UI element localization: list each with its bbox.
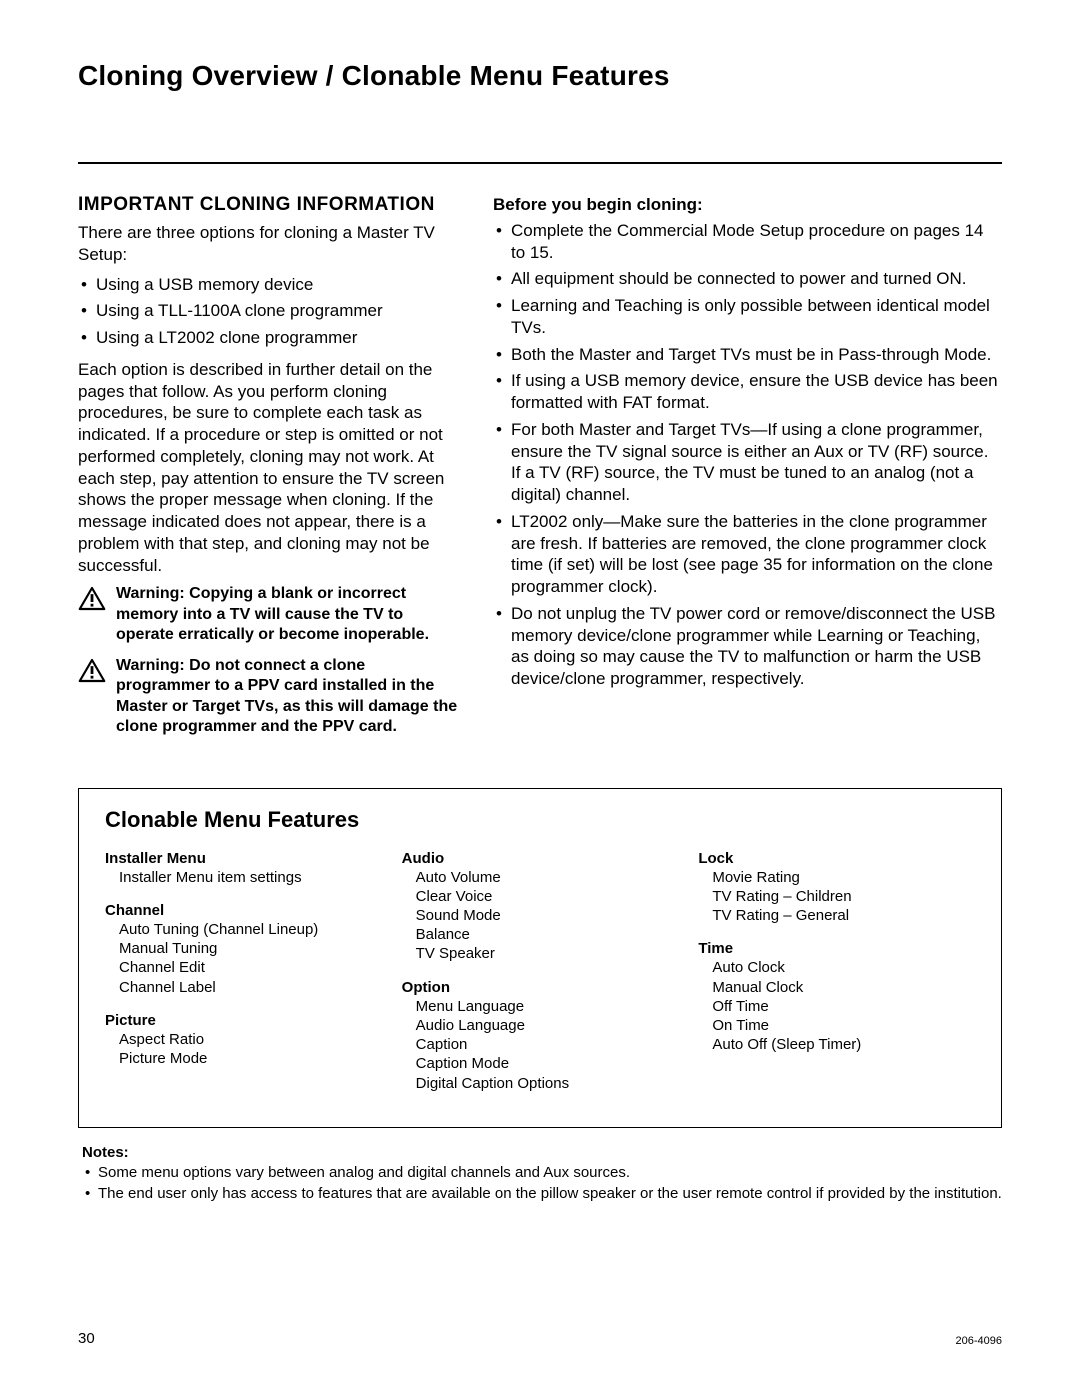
warning-text-2: Warning: Do not connect a clone programm… — [116, 656, 463, 738]
feature-item: Auto Volume — [402, 868, 679, 887]
right-column: Before you begin cloning: Complete the C… — [493, 194, 1002, 748]
features-column: AudioAuto VolumeClear VoiceSound ModeBal… — [402, 849, 679, 1107]
features-column: LockMovie RatingTV Rating – ChildrenTV R… — [698, 849, 975, 1107]
feature-item: Audio Language — [402, 1016, 679, 1035]
list-item: Complete the Commercial Mode Setup proce… — [493, 220, 1002, 264]
feature-item: Aspect Ratio — [105, 1030, 382, 1049]
page-footer: 30 206-4096 — [78, 1330, 1002, 1347]
feature-item: Balance — [402, 925, 679, 944]
feature-item: On Time — [698, 1016, 975, 1035]
list-item: Using a USB memory device — [78, 274, 463, 296]
warning-icon — [78, 658, 106, 688]
two-column-body: Important Cloning Information There are … — [78, 194, 1002, 748]
feature-group-title: Channel — [105, 901, 382, 920]
feature-item: Manual Clock — [698, 978, 975, 997]
feature-item: Clear Voice — [402, 887, 679, 906]
feature-item: TV Speaker — [402, 944, 679, 963]
feature-group-title: Picture — [105, 1011, 382, 1030]
options-list: Using a USB memory device Using a TLL-11… — [78, 274, 463, 349]
feature-group: LockMovie RatingTV Rating – ChildrenTV R… — [698, 849, 975, 926]
features-column: Installer MenuInstaller Menu item settin… — [105, 849, 382, 1107]
feature-item: Auto Off (Sleep Timer) — [698, 1035, 975, 1054]
list-item: The end user only has access to features… — [82, 1184, 1002, 1204]
page-number: 30 — [78, 1330, 95, 1347]
list-item: Learning and Teaching is only possible b… — [493, 295, 1002, 339]
warning-icon — [78, 586, 106, 616]
notes-block: Notes: Some menu options vary between an… — [82, 1144, 1002, 1204]
before-heading: Before you begin cloning: — [493, 194, 1002, 216]
intro-text: There are three options for cloning a Ma… — [78, 222, 463, 266]
important-heading: Important Cloning Information — [78, 194, 463, 216]
feature-item: Digital Caption Options — [402, 1074, 679, 1093]
feature-group: OptionMenu LanguageAudio LanguageCaption… — [402, 978, 679, 1093]
document-number: 206-4096 — [956, 1335, 1003, 1347]
feature-group: TimeAuto ClockManual ClockOff TimeOn Tim… — [698, 939, 975, 1054]
feature-item: TV Rating – General — [698, 906, 975, 925]
feature-item: Sound Mode — [402, 906, 679, 925]
list-item: Some menu options vary between analog an… — [82, 1163, 1002, 1183]
warning-2: Warning: Do not connect a clone programm… — [78, 656, 463, 738]
feature-group: ChannelAuto Tuning (Channel Lineup)Manua… — [105, 901, 382, 997]
features-columns: Installer MenuInstaller Menu item settin… — [105, 849, 975, 1107]
feature-item: Channel Label — [105, 978, 382, 997]
feature-group-title: Option — [402, 978, 679, 997]
list-item: Using a TLL-1100A clone programmer — [78, 300, 463, 322]
feature-item: Off Time — [698, 997, 975, 1016]
feature-group-title: Installer Menu — [105, 849, 382, 868]
feature-item: Auto Clock — [698, 958, 975, 977]
feature-group-title: Time — [698, 939, 975, 958]
feature-item: Installer Menu item settings — [105, 868, 382, 887]
feature-item: Menu Language — [402, 997, 679, 1016]
feature-item: Caption Mode — [402, 1054, 679, 1073]
list-item: Do not unplug the TV power cord or remov… — [493, 603, 1002, 690]
detail-paragraph: Each option is described in further deta… — [78, 359, 463, 577]
notes-list: Some menu options vary between analog an… — [82, 1163, 1002, 1204]
document-page: Cloning Overview / Clonable Menu Feature… — [0, 0, 1080, 1397]
warning-1: Warning: Copying a blank or incorrect me… — [78, 584, 463, 645]
feature-group: Installer MenuInstaller Menu item settin… — [105, 849, 382, 887]
feature-group-title: Lock — [698, 849, 975, 868]
notes-heading: Notes: — [82, 1144, 1002, 1161]
feature-item: Picture Mode — [105, 1049, 382, 1068]
features-title: Clonable Menu Features — [105, 807, 975, 833]
feature-item: Channel Edit — [105, 958, 382, 977]
feature-group: AudioAuto VolumeClear VoiceSound ModeBal… — [402, 849, 679, 964]
before-list: Complete the Commercial Mode Setup proce… — [493, 220, 1002, 690]
warning-text-1: Warning: Copying a blank or incorrect me… — [116, 584, 463, 645]
feature-item: Caption — [402, 1035, 679, 1054]
feature-group-title: Audio — [402, 849, 679, 868]
list-item: If using a USB memory device, ensure the… — [493, 370, 1002, 414]
list-item: Using a LT2002 clone programmer — [78, 327, 463, 349]
list-item: Both the Master and Target TVs must be i… — [493, 344, 1002, 366]
page-title: Cloning Overview / Clonable Menu Feature… — [78, 60, 1002, 92]
title-rule — [78, 162, 1002, 164]
list-item: LT2002 only—Make sure the batteries in t… — [493, 511, 1002, 598]
left-column: Important Cloning Information There are … — [78, 194, 463, 748]
feature-item: Auto Tuning (Channel Lineup) — [105, 920, 382, 939]
list-item: For both Master and Target TVs—If using … — [493, 419, 1002, 506]
clonable-features-box: Clonable Menu Features Installer MenuIns… — [78, 788, 1002, 1128]
feature-item: TV Rating – Children — [698, 887, 975, 906]
list-item: All equipment should be connected to pow… — [493, 268, 1002, 290]
feature-group: PictureAspect RatioPicture Mode — [105, 1011, 382, 1069]
feature-item: Manual Tuning — [105, 939, 382, 958]
feature-item: Movie Rating — [698, 868, 975, 887]
